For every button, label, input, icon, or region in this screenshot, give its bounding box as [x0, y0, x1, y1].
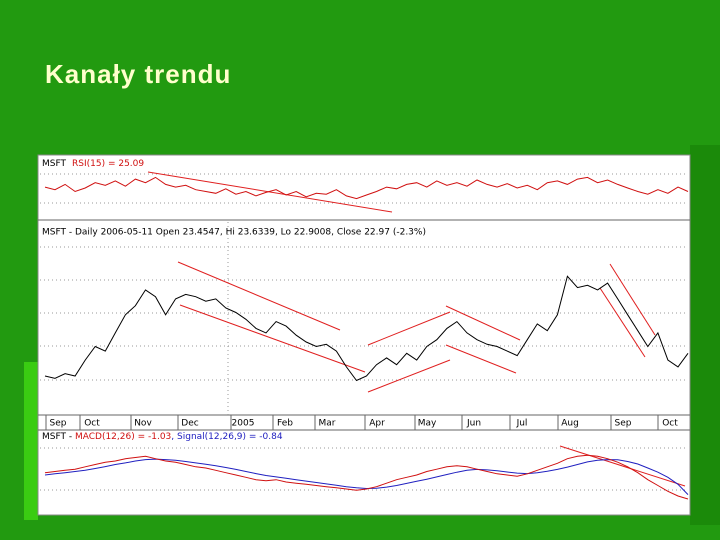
rsi-label: RSI(15) = 25.09 — [72, 159, 144, 169]
trend-line — [559, 445, 686, 487]
month-label: Sep — [615, 419, 632, 429]
panel-label: MSFT - MACD(12,26) = -1.03, Signal(12,26… — [42, 432, 283, 442]
trend-line — [367, 359, 451, 393]
trend-line — [599, 287, 646, 358]
month-label: Aug — [561, 419, 579, 429]
trend-line — [609, 263, 656, 336]
trend-line — [445, 344, 517, 374]
month-label: Jul — [516, 419, 528, 429]
trend-line — [445, 305, 521, 341]
price-line — [44, 275, 689, 382]
month-label: Oct — [84, 419, 100, 429]
panel-label: MSFT RSI(15) = 25.09 — [42, 159, 144, 169]
month-label: Apr — [369, 419, 385, 429]
trend-line — [177, 261, 341, 331]
month-label: Feb — [277, 419, 293, 429]
side-band — [690, 145, 720, 525]
chart-frame — [37, 154, 691, 516]
signal-label: , Signal(12,26,9) = -0.84 — [171, 432, 283, 442]
month-label: Mar — [319, 419, 336, 429]
month-label: Jun — [466, 419, 481, 429]
rsi-symbol: MSFT — [42, 159, 66, 169]
trend-line — [147, 171, 393, 213]
rsi-line — [44, 176, 689, 200]
side-band — [24, 362, 38, 520]
trend-line — [367, 311, 451, 346]
month-label: Oct — [662, 419, 678, 429]
price-label: MSFT - Daily 2006-05-11 Open 23.4547, Hi… — [42, 228, 426, 238]
macd-label: MACD(12,26) = -1.03 — [75, 432, 171, 442]
month-label: Dec — [181, 419, 198, 429]
macd-line — [44, 454, 689, 500]
trend-line — [179, 304, 366, 373]
month-label: Nov — [134, 419, 152, 429]
chart: MSFT RSI(15) = 25.09 MSFT - Daily 2006-05… — [37, 154, 691, 516]
month-label: May — [418, 419, 437, 429]
month-label: Sep — [50, 419, 67, 429]
slide-title: Kanały trendu — [45, 59, 231, 89]
macd-symbol: MSFT - — [42, 432, 75, 442]
month-label: 2005 — [232, 419, 255, 429]
